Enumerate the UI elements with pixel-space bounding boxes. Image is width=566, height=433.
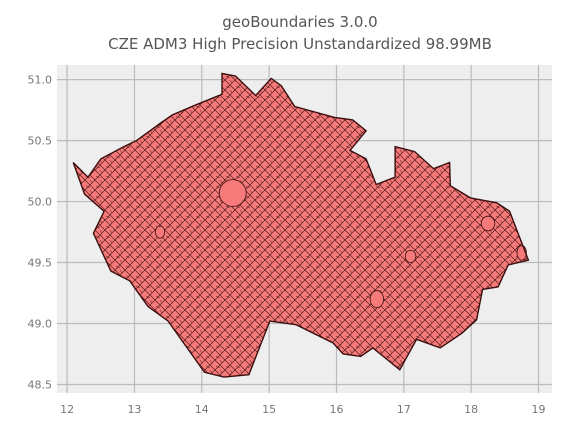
x-tick-label-5: 17 [397, 403, 411, 416]
map-title-line-2: CZE ADM3 High Precision Unstandardized 9… [108, 35, 492, 53]
y-tick-label-1: 49.0 [28, 317, 53, 330]
y-tick-label-4: 50.5 [28, 135, 53, 148]
x-axis-ticks: 12 13 14 15 16 17 18 19 [60, 403, 545, 416]
large-unit-1 [369, 290, 385, 309]
y-axis-ticks: 48.5 49.0 49.5 50.0 50.5 51.0 [28, 74, 53, 392]
large-unit-0 [218, 179, 247, 207]
x-tick-label-4: 16 [329, 403, 343, 416]
large-unit-3 [154, 225, 166, 239]
y-tick-label-2: 49.5 [28, 257, 53, 270]
country-outline [72, 72, 530, 378]
y-tick-label-3: 50.0 [28, 196, 53, 209]
y-tick-label-5: 51.0 [28, 74, 53, 87]
x-tick-label-3: 15 [262, 403, 276, 416]
x-tick-label-2: 14 [195, 403, 209, 416]
x-tick-label-6: 18 [464, 403, 478, 416]
large-unit-2 [480, 215, 496, 232]
x-tick-label-7: 19 [532, 403, 546, 416]
map-title-line-1: geoBoundaries 3.0.0 [222, 13, 377, 31]
y-tick-label-0: 48.5 [28, 378, 53, 391]
x-tick-label-1: 13 [127, 403, 141, 416]
x-tick-label-0: 12 [60, 403, 74, 416]
large-unit-4 [404, 249, 417, 263]
